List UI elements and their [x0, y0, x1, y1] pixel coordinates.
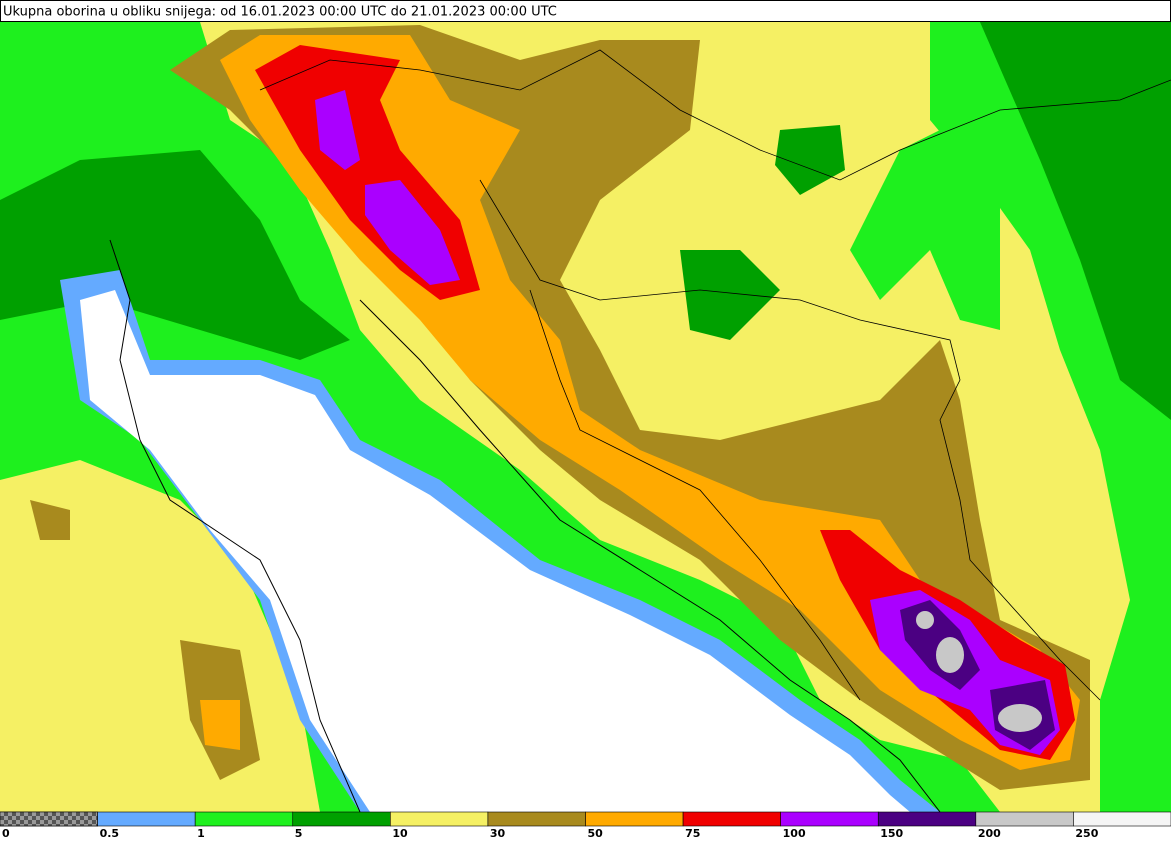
- legend-swatch: [1073, 811, 1171, 827]
- legend-swatch: [292, 811, 391, 827]
- legend-swatch: [97, 811, 196, 827]
- legend-label: 75: [685, 827, 700, 840]
- legend-label: 150: [880, 827, 903, 840]
- legend-swatch-pattern: [0, 811, 98, 827]
- legend-swatch: [877, 811, 977, 827]
- legend-label: 200: [978, 827, 1001, 840]
- legend-label: 100: [783, 827, 806, 840]
- legend: 0 0.5 1 5 10 30 50 75 100 150 200 250: [0, 811, 1171, 840]
- legend-label: 250: [1075, 827, 1098, 840]
- legend-swatch: [487, 811, 586, 827]
- legend-swatch: [682, 811, 781, 827]
- legend-swatch: [975, 811, 1074, 827]
- map: [0, 22, 1171, 812]
- legend-swatch: [780, 811, 879, 827]
- legend-label: 0: [2, 827, 10, 840]
- legend-label: 50: [588, 827, 604, 840]
- legend-label: 1: [197, 827, 205, 840]
- legend-label: 30: [490, 827, 506, 840]
- legend-label: 5: [295, 827, 303, 840]
- legend-label: 0.5: [100, 827, 120, 840]
- legend-label: 10: [392, 827, 408, 840]
- legend-swatch: [390, 811, 489, 827]
- legend-swatch: [194, 811, 294, 827]
- map-title: Ukupna oborina u obliku snijega: od 16.0…: [3, 5, 557, 20]
- legend-swatch: [585, 811, 684, 827]
